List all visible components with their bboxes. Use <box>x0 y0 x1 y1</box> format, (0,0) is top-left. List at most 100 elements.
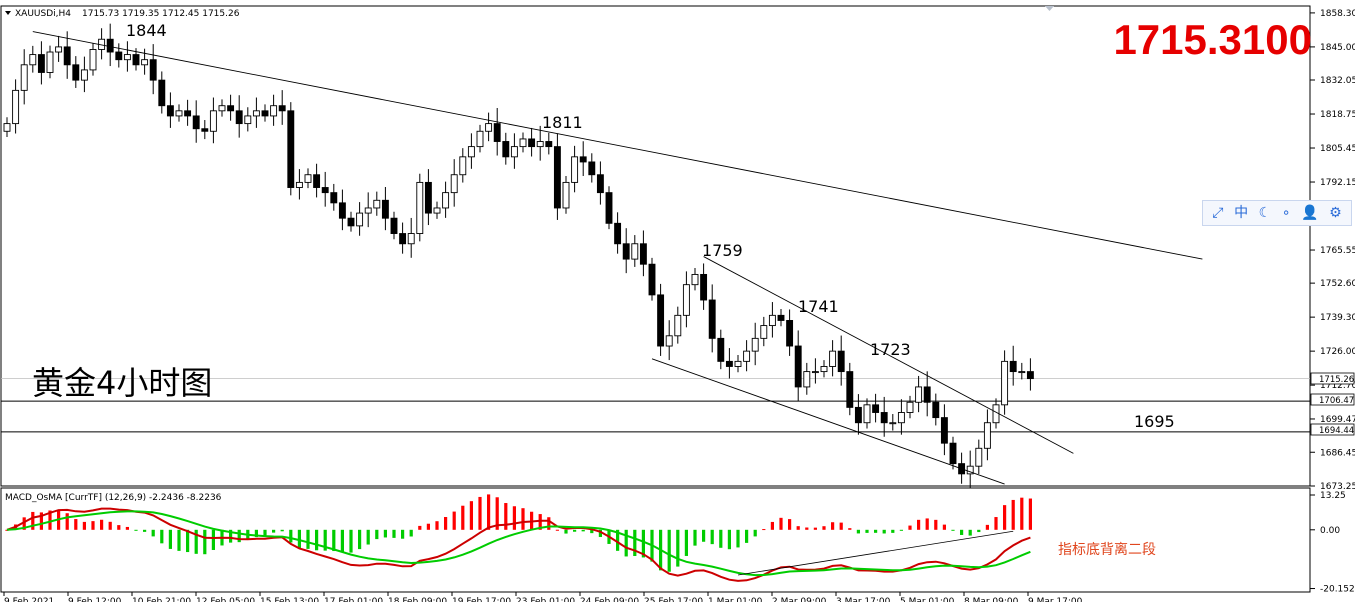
channel-lower-line <box>651 358 1005 485</box>
price-tick-label: 1686.45 <box>1320 448 1355 458</box>
candle <box>227 94 235 121</box>
candle <box>295 169 303 200</box>
candle <box>983 409 991 461</box>
candle <box>889 414 897 431</box>
gear-icon[interactable]: ⚙ <box>1329 205 1342 221</box>
candle <box>734 354 742 373</box>
user-icon[interactable]: 👤 <box>1301 205 1319 221</box>
macd-histogram-bar <box>280 529 284 532</box>
candle <box>424 169 432 226</box>
candle <box>252 97 260 128</box>
candle <box>553 133 561 220</box>
candle <box>459 148 467 183</box>
time-tick-label: 15 Feb 13:00 <box>260 597 319 602</box>
collapse-arrow-icon[interactable] <box>1045 6 1054 11</box>
candle <box>545 132 553 155</box>
candle <box>149 44 157 95</box>
time-tick-label: 5 Mar 01:00 <box>900 597 955 602</box>
macd-histogram-bar <box>538 514 542 530</box>
macd-histogram-bar <box>263 529 267 536</box>
price-tag-current-bg <box>1310 372 1355 385</box>
candle <box>700 263 708 310</box>
candle <box>639 230 647 277</box>
candle <box>691 268 699 291</box>
macd-histogram-bar <box>237 529 241 543</box>
time-tick-label: 17 Feb 01:00 <box>324 597 383 602</box>
macd-histogram-bar <box>426 523 430 530</box>
macd-histogram-bar <box>564 529 568 534</box>
macd-histogram-bar <box>409 529 413 537</box>
macd-histogram-bar <box>1020 497 1024 530</box>
macd-histogram-bar <box>358 529 362 550</box>
macd-histogram-bar <box>435 521 439 530</box>
macd-histogram-bar <box>788 519 792 530</box>
macd-histogram-bar <box>48 510 52 530</box>
macd-panel <box>0 487 1311 593</box>
macd-histogram-bar <box>616 529 620 551</box>
macd-label: MACD_OsMA [CurrTF] (12,26,9) -2.2436 -8.… <box>5 493 222 503</box>
macd-histogram-bar <box>753 529 757 537</box>
candle <box>123 41 131 72</box>
candle <box>278 90 286 125</box>
macd-histogram-bar <box>813 527 817 530</box>
candle <box>485 112 493 142</box>
dots-icon[interactable]: ∘ <box>1281 205 1291 221</box>
macd-histogram-bar <box>745 529 749 543</box>
macd-histogram-bar <box>289 529 293 543</box>
dropdown-arrow-icon[interactable] <box>5 11 11 15</box>
candle <box>562 176 570 214</box>
candle <box>502 132 510 165</box>
macd-histogram-bar <box>272 529 276 533</box>
candle <box>63 31 71 79</box>
price-tag-current: 1715.26 <box>1319 375 1354 385</box>
macd-histogram-bar <box>375 529 379 540</box>
candle <box>949 436 957 470</box>
annotation-1723: 1723 <box>870 340 911 359</box>
macd-histogram-bar <box>401 529 405 539</box>
candle <box>89 43 97 76</box>
symbol-label: XAUUSDi,H4 <box>15 9 71 19</box>
time-tick-label: 24 Feb 09:00 <box>580 597 639 602</box>
candle <box>192 100 200 143</box>
candle <box>579 141 587 176</box>
macd-histogram-bar <box>710 529 714 545</box>
candle <box>218 99 226 117</box>
time-tick-label: 8 Mar 09:00 <box>964 597 1019 602</box>
candle <box>622 228 630 274</box>
price-tag-level1-bg <box>1310 393 1355 406</box>
macd-histogram-bar <box>177 529 181 551</box>
resize-icon[interactable]: ⤢ <box>1212 205 1224 221</box>
candle <box>768 302 776 338</box>
candle <box>381 187 389 231</box>
channel-upper-line <box>703 256 1074 454</box>
macd-histogram-bar <box>31 511 35 530</box>
candle <box>493 108 501 156</box>
candle <box>803 362 811 395</box>
macd-histogram-bar <box>796 526 800 530</box>
macd-histogram-bar <box>848 528 852 530</box>
price-tag-level2: 1694.44 <box>1319 426 1354 436</box>
divergence-note: 指标底背离二段 <box>1058 541 1156 558</box>
price-tick-label: 1752.60 <box>1320 279 1355 289</box>
candle <box>313 163 321 198</box>
candle <box>829 340 837 377</box>
price-tick-label: 1818.75 <box>1320 110 1355 120</box>
candle <box>158 71 166 114</box>
macd-histogram-bar <box>117 525 121 530</box>
candle <box>175 104 183 122</box>
moon-icon[interactable]: ☾ <box>1258 205 1272 221</box>
macd-histogram-bar <box>315 529 319 551</box>
annotation-1741: 1741 <box>798 297 839 316</box>
candle <box>975 439 983 475</box>
macd-histogram-bar <box>874 529 878 533</box>
macd-histogram-bar <box>573 529 577 532</box>
candle <box>665 320 673 361</box>
macd-histogram-bar <box>332 529 336 552</box>
macd-histogram-bar <box>641 529 645 558</box>
chinese-char-icon[interactable]: 中 <box>1234 205 1249 221</box>
macd-histogram-bar <box>512 506 516 530</box>
candle <box>3 117 11 138</box>
macd-histogram-bar <box>254 529 258 538</box>
macd-histogram-bar <box>547 517 551 530</box>
macd-histogram-bar <box>366 529 370 545</box>
